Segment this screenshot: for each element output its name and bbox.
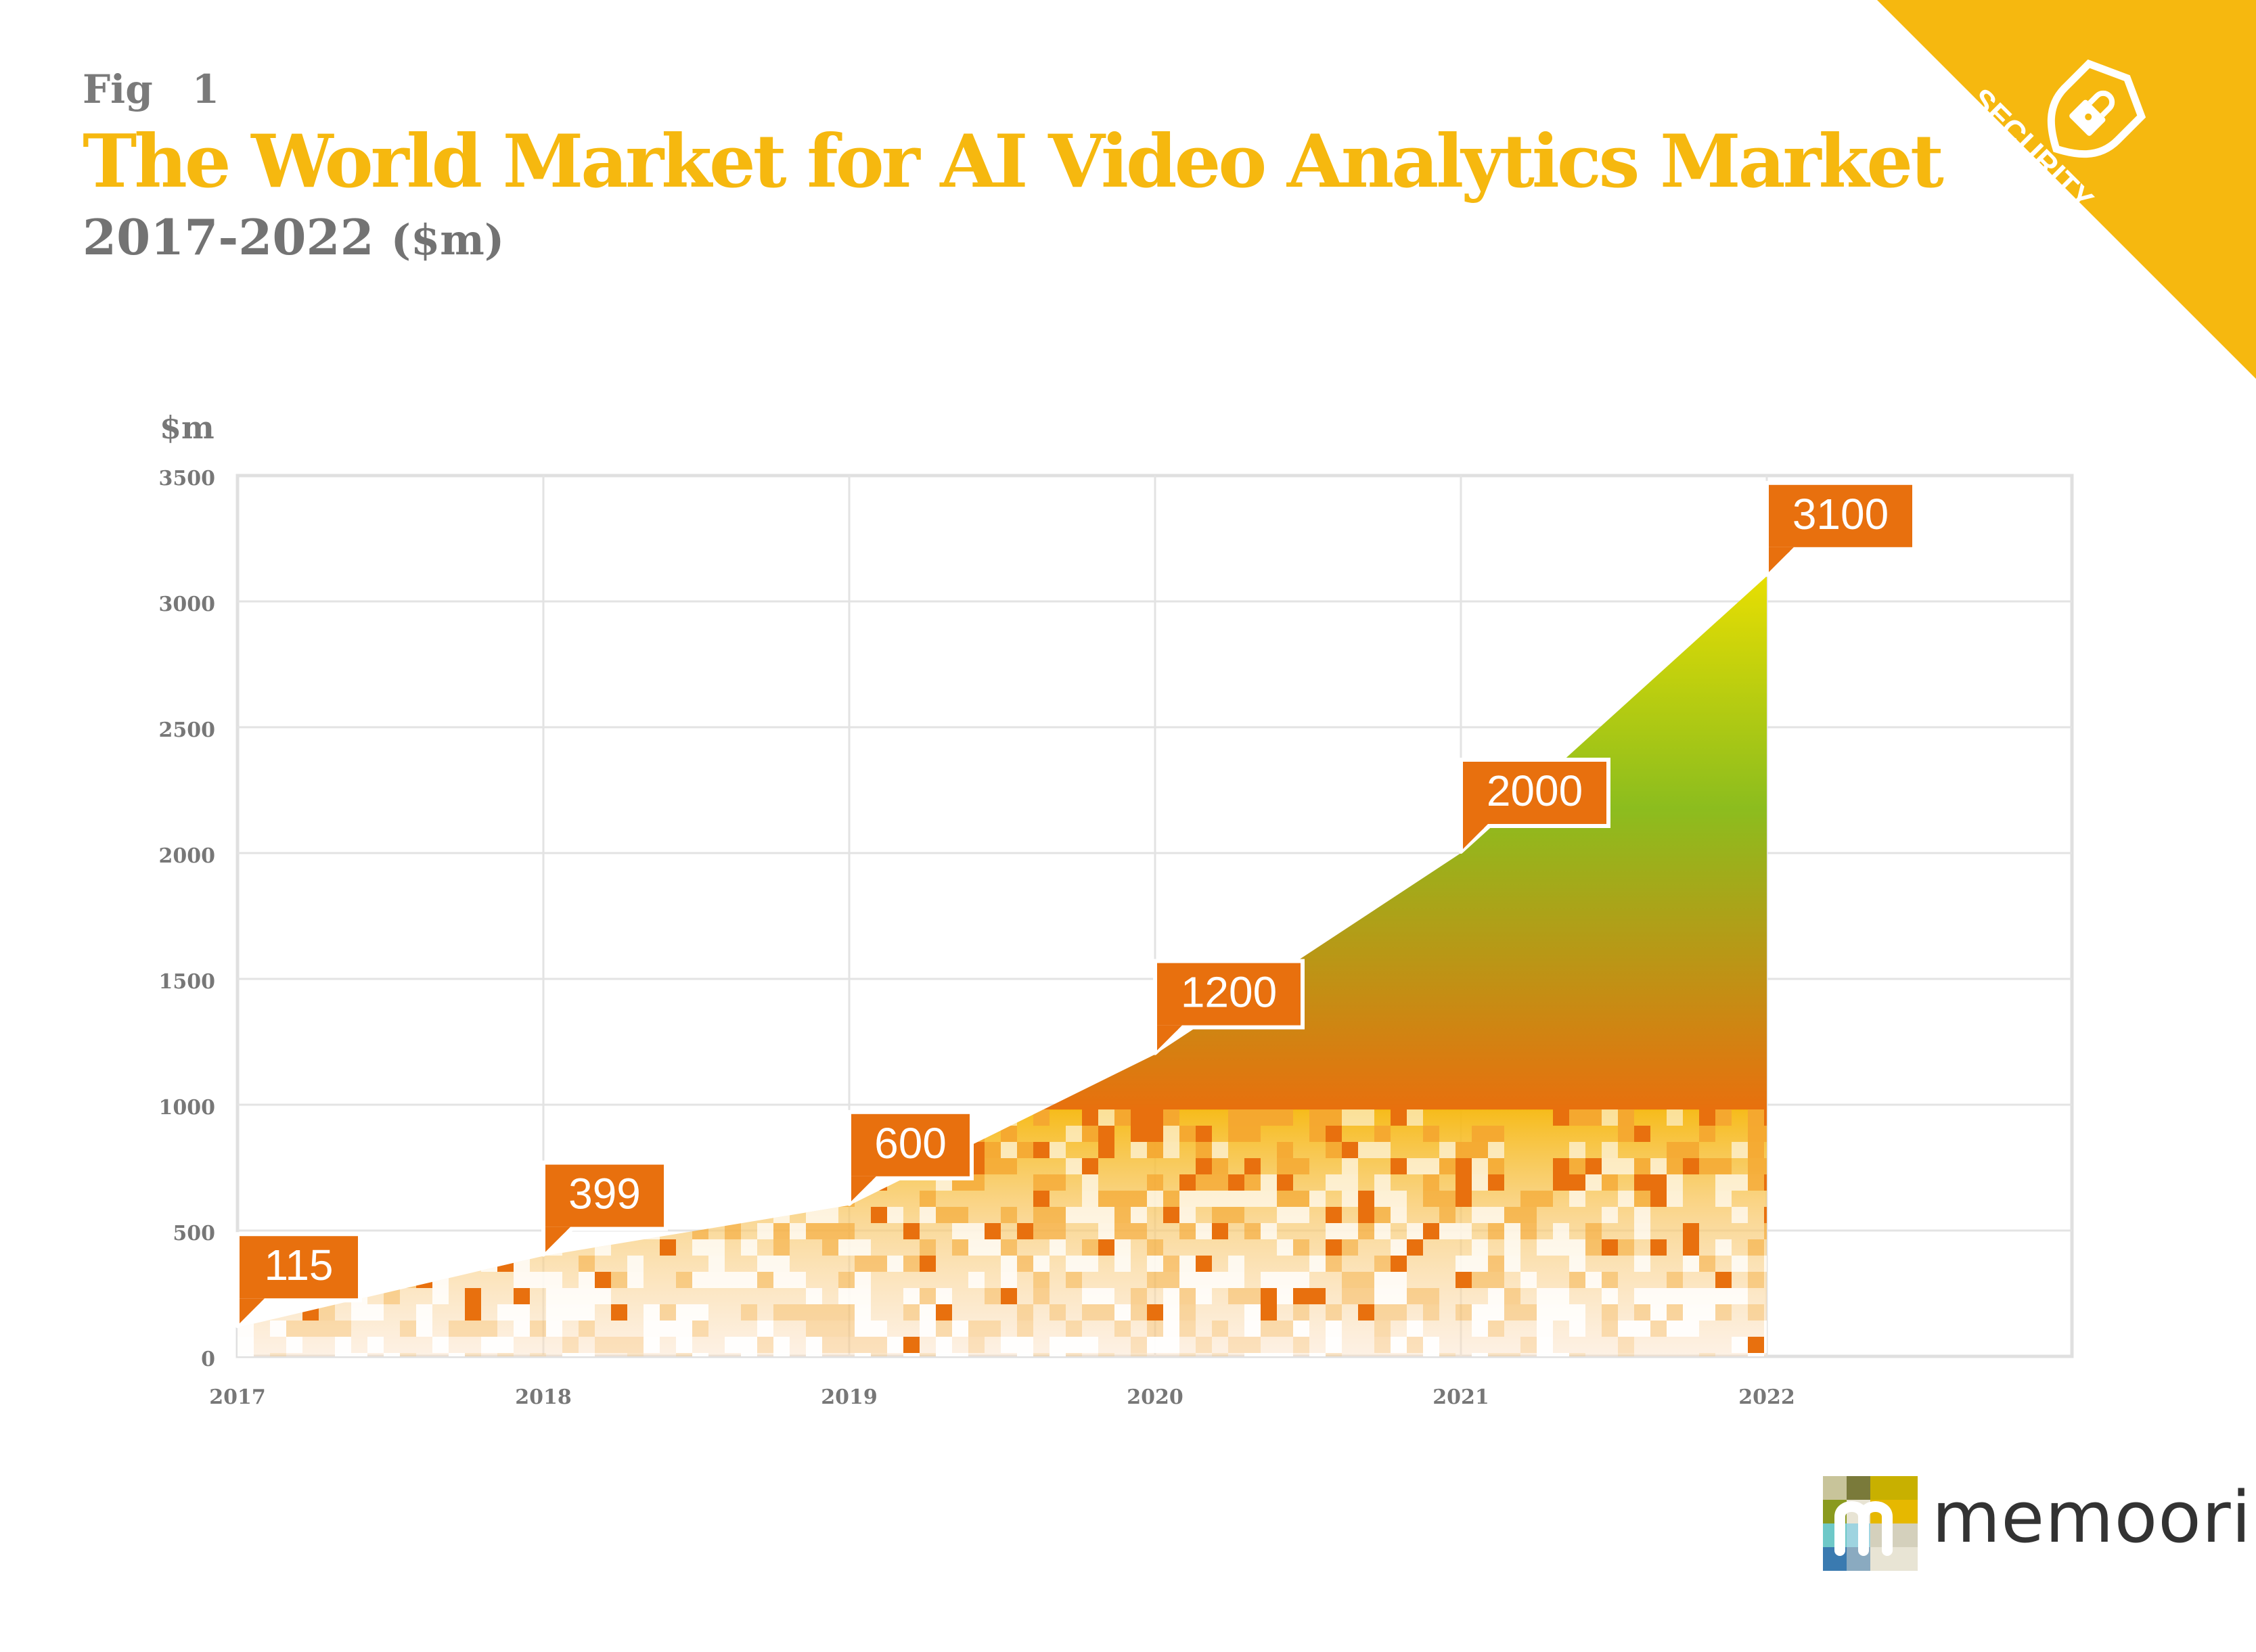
data-label-box — [1459, 758, 1610, 828]
data-label-text: 3100 — [1792, 490, 1889, 538]
y-tick-label: 1500 — [159, 970, 216, 994]
data-labels: 115 399 600 1200 2000 3100 — [235, 480, 1916, 1329]
badge-triangle — [1877, 0, 2256, 379]
data-label-text: 1200 — [1181, 968, 1277, 1017]
data-label: 600 — [847, 1109, 974, 1206]
data-label-text: 2000 — [1487, 766, 1583, 815]
x-tick-label: 2021 — [1432, 1385, 1489, 1409]
figure-number: 1 — [191, 66, 220, 112]
data-label-box — [1765, 480, 1916, 551]
data-label: 1200 — [1153, 959, 1305, 1055]
chart-subtitle: 2017-2022 ($m) — [83, 208, 504, 266]
shield-lock-icon — [2047, 59, 2146, 158]
y-tick-label: 0 — [201, 1348, 215, 1371]
subtitle-years: 2017-2022 — [83, 208, 374, 266]
data-label-text: 600 — [874, 1119, 947, 1168]
data-label-box — [1153, 959, 1305, 1030]
y-tick-label: 1000 — [159, 1096, 216, 1120]
chart-title: The World Market for AI Video Analytics … — [83, 119, 1944, 204]
data-label: 3100 — [1765, 480, 1916, 577]
y-tick-label: 3500 — [159, 467, 216, 490]
data-label: 2000 — [1459, 758, 1610, 854]
figure-label-text: Fig — [83, 66, 153, 112]
data-label-box — [235, 1232, 362, 1303]
data-label-text: 115 — [264, 1241, 333, 1289]
area-series-upper — [1042, 576, 1767, 1110]
y-tick-label: 2500 — [159, 718, 216, 742]
data-label: 399 — [541, 1160, 668, 1257]
data-label: 115 — [235, 1232, 362, 1329]
x-tick-label: 2020 — [1127, 1385, 1183, 1409]
brand-name: memoori — [1932, 1476, 2252, 1559]
memoori-logo-icon — [1823, 1476, 1918, 1571]
data-label-box — [541, 1160, 668, 1231]
data-label-box — [847, 1109, 974, 1180]
x-tick-label: 2022 — [1738, 1385, 1795, 1409]
subtitle-unit: ($m) — [390, 215, 505, 265]
y-axis-label: $m — [160, 409, 215, 446]
security-badge: SECURITY — [1877, 0, 2256, 379]
x-tick-label: 2019 — [821, 1385, 878, 1409]
figure-label: Fig 1 — [83, 66, 219, 112]
area-series-pixel-fill — [238, 1109, 1767, 1356]
y-axis-ticks: 0 500 1000 1500 2000 2500 3000 3500 — [159, 467, 216, 1371]
y-tick-label: 2000 — [159, 844, 216, 868]
y-tick-label: 3000 — [159, 593, 216, 616]
x-axis-ticks: 2017 2018 2019 2020 2021 2022 — [209, 1385, 1795, 1409]
y-tick-label: 500 — [173, 1222, 215, 1245]
x-tick-label: 2018 — [515, 1385, 572, 1409]
x-tick-label: 2017 — [209, 1385, 266, 1409]
data-label-text: 399 — [568, 1170, 641, 1218]
